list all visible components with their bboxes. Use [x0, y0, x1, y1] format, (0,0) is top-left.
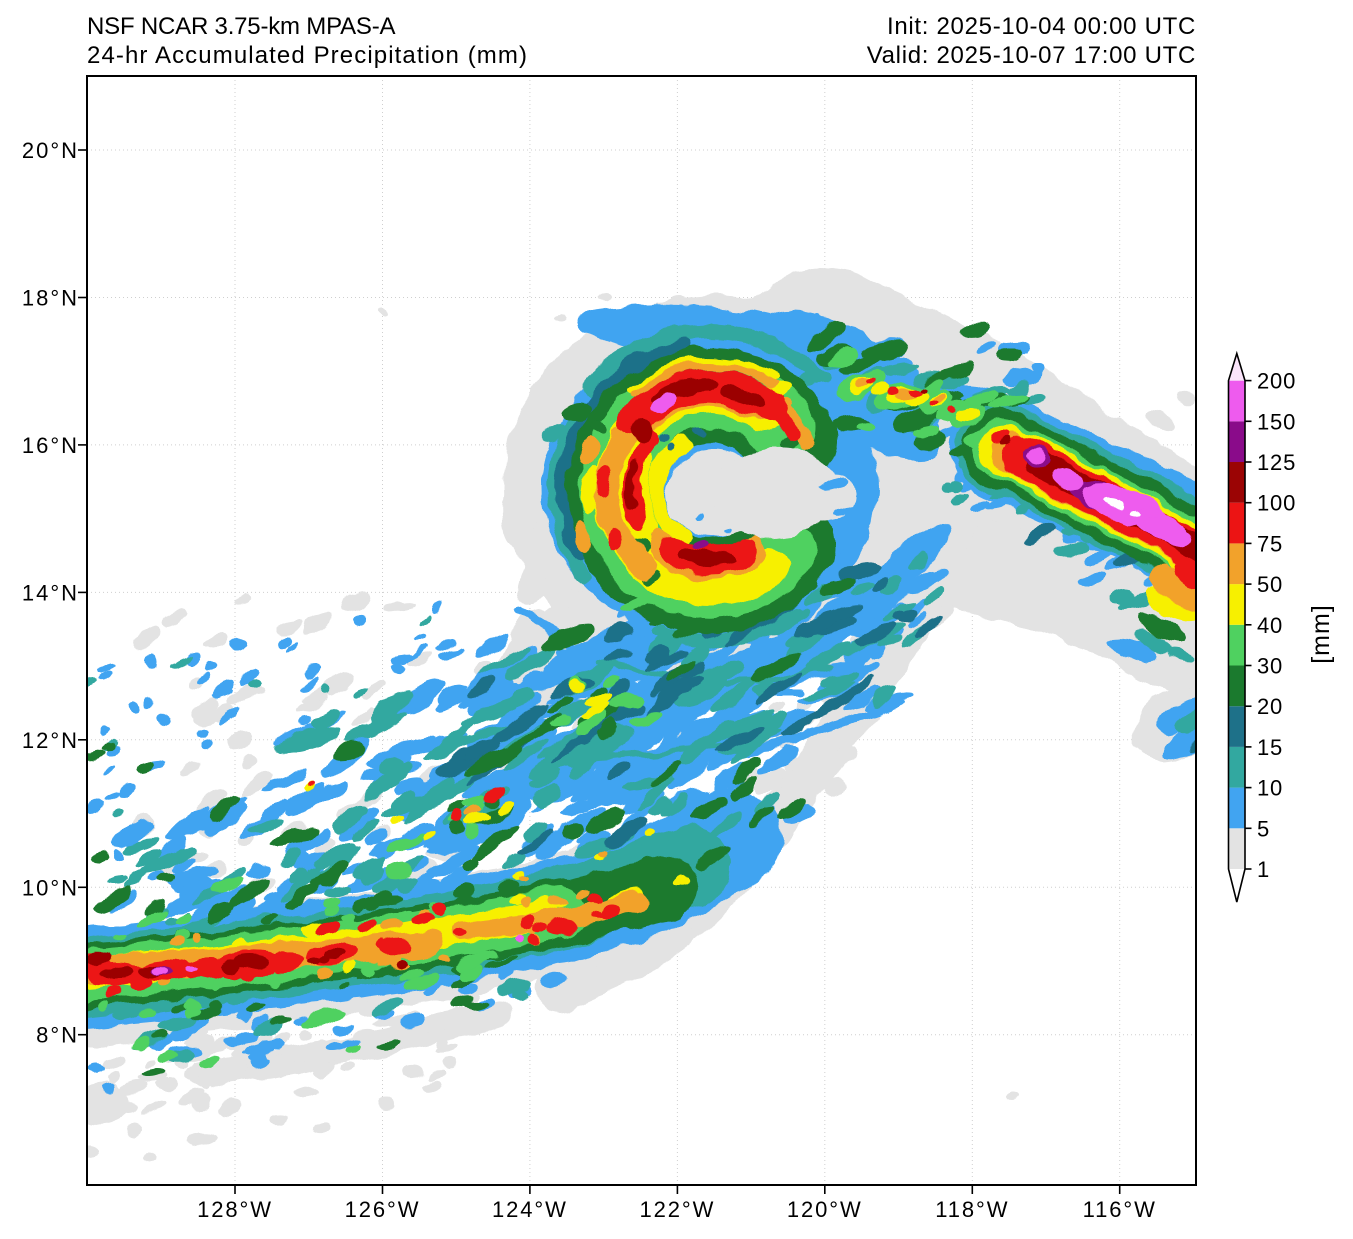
svg-text:Valid: 2025-10-07 17:00 UTC: Valid: 2025-10-07 17:00 UTC — [867, 42, 1196, 69]
svg-text:[mm]: [mm] — [1307, 604, 1335, 664]
svg-text:10°N: 10°N — [22, 875, 79, 900]
svg-text:116°W: 116°W — [1083, 1197, 1157, 1222]
svg-text:5: 5 — [1257, 816, 1270, 841]
svg-text:10: 10 — [1257, 776, 1283, 801]
svg-text:30: 30 — [1257, 654, 1283, 679]
svg-text:NSF NCAR 3.75-km MPAS-A: NSF NCAR 3.75-km MPAS-A — [87, 13, 396, 40]
svg-text:50: 50 — [1257, 572, 1283, 597]
svg-text:122°W: 122°W — [640, 1197, 716, 1222]
svg-text:150: 150 — [1257, 409, 1296, 434]
svg-text:24-hr Accumulated Precipitatio: 24-hr Accumulated Precipitation (mm) — [87, 42, 528, 69]
svg-text:1: 1 — [1257, 857, 1270, 882]
svg-text:14°N: 14°N — [22, 580, 79, 605]
svg-text:15: 15 — [1257, 735, 1283, 760]
svg-text:200: 200 — [1257, 369, 1296, 394]
svg-text:125: 125 — [1257, 450, 1296, 475]
svg-text:100: 100 — [1257, 491, 1296, 516]
svg-text:126°W: 126°W — [345, 1197, 421, 1222]
svg-text:18°N: 18°N — [22, 286, 79, 311]
svg-text:128°W: 128°W — [197, 1197, 273, 1222]
svg-text:12°N: 12°N — [22, 728, 79, 753]
svg-text:120°W: 120°W — [787, 1197, 863, 1222]
svg-text:124°W: 124°W — [492, 1197, 568, 1222]
svg-text:118°W: 118°W — [935, 1197, 1009, 1222]
svg-text:16°N: 16°N — [22, 433, 79, 458]
svg-text:8°N: 8°N — [36, 1023, 79, 1048]
svg-text:20: 20 — [1257, 694, 1283, 719]
svg-text:20°N: 20°N — [22, 138, 79, 163]
svg-text:40: 40 — [1257, 613, 1283, 638]
svg-text:Init: 2025-10-04 00:00 UTC: Init: 2025-10-04 00:00 UTC — [887, 13, 1196, 40]
svg-text:75: 75 — [1257, 531, 1283, 556]
